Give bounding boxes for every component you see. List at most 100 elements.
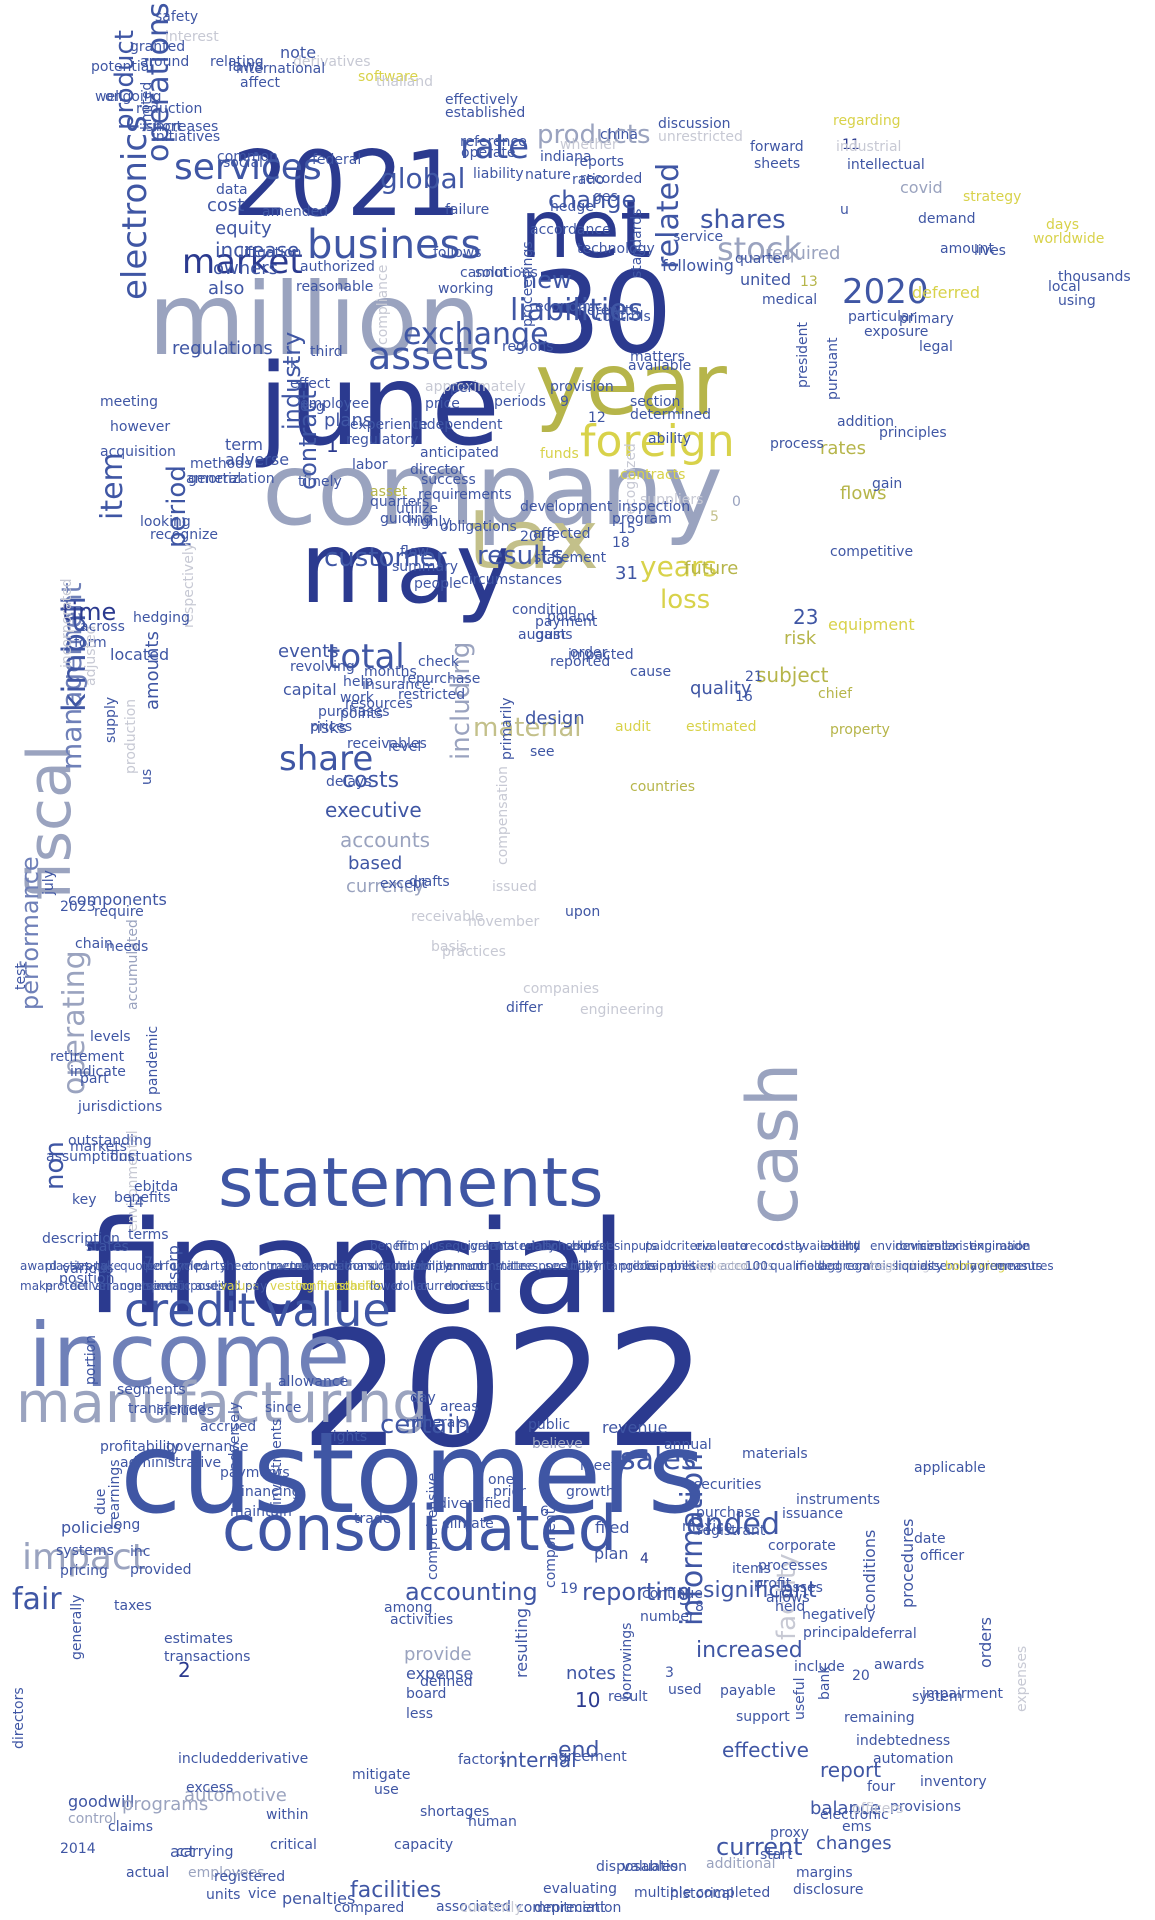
word-requirements: requirements <box>418 487 512 503</box>
word-mitigate: mitigate <box>352 1767 411 1783</box>
word-2021: 2021 <box>232 132 462 237</box>
word-company: company <box>262 431 723 548</box>
word-increased: increased <box>696 1638 803 1663</box>
word-data: data <box>216 182 248 198</box>
word-facilities: facilities <box>350 1878 442 1903</box>
word-equity: equity <box>215 218 272 239</box>
word-significant: significant <box>703 1578 817 1603</box>
word-notes: notes <box>566 1663 616 1684</box>
word-currencies: currencies <box>420 1279 483 1293</box>
word-relating: relating <box>210 54 264 70</box>
word-associated: associated <box>436 1899 511 1915</box>
word-states: states <box>86 1239 129 1255</box>
word-executive: executive <box>325 798 422 822</box>
word-development: development <box>520 499 613 515</box>
word-responsibility: responsibility <box>520 1259 600 1273</box>
word-regarding: regarding <box>833 113 901 129</box>
word-financing: financing <box>236 1484 301 1500</box>
word-trade: trade <box>354 1511 392 1527</box>
word-mexico: mexico <box>682 1519 733 1535</box>
word-primarily: primarily <box>499 697 515 760</box>
word-provisions: provisions <box>890 1799 961 1815</box>
word-take: take <box>95 1259 121 1273</box>
word-months: months <box>364 664 417 680</box>
word-sales: sales <box>620 1442 697 1477</box>
word-issuance: issuance <box>782 1506 844 1522</box>
word-excess: excess <box>186 1780 234 1796</box>
word-across: across <box>80 619 125 635</box>
word-following: following <box>662 256 734 275</box>
word-amounts: amounts <box>142 631 163 710</box>
word-adversely: adversely <box>227 1401 243 1470</box>
word-competitive: competitive <box>830 544 914 560</box>
word-price: price <box>425 396 460 412</box>
word-meeting: meeting <box>100 394 159 410</box>
word-climate: climate <box>442 1516 494 1532</box>
word-accounts: accounts <box>720 1259 775 1273</box>
word-covid: covid <box>900 178 943 197</box>
word-manufacture: manufacture <box>345 1259 422 1273</box>
word-program: program <box>612 511 672 527</box>
word-future: future <box>684 558 739 579</box>
word-arrangements: arrangements <box>95 1279 180 1293</box>
word-approximately: approximately <box>425 379 526 395</box>
word-programs: programs <box>122 1794 209 1815</box>
word-differ: differ <box>506 1000 543 1016</box>
word-meet: meet <box>580 1458 617 1474</box>
word-practices: practices <box>442 944 506 960</box>
word-defined: defined <box>420 1674 473 1690</box>
word-authorized: authorized <box>300 259 375 275</box>
word-thousands: thousands <box>1058 269 1131 285</box>
word-deferral: deferral <box>862 1626 917 1642</box>
word-use: use <box>374 1782 399 1798</box>
word-independent: independent <box>414 417 503 433</box>
word-fluctuations: fluctuations <box>110 1149 193 1165</box>
word-agreement: agreement <box>550 1749 627 1765</box>
word-contractual: contractual <box>245 1259 314 1273</box>
word-criteria: criteria <box>670 1239 713 1253</box>
word-employees: employees <box>188 1865 265 1881</box>
word-industrial: industrial <box>836 139 902 155</box>
word-material: material <box>473 713 582 743</box>
word-part: part <box>80 1071 109 1087</box>
word-pay: pay <box>245 1279 268 1293</box>
word-ltd: ltd <box>845 1239 861 1253</box>
word-increase: increase <box>215 238 300 262</box>
word-except: except <box>380 876 428 892</box>
word-rates: rates <box>820 438 866 459</box>
word-gains: gains <box>535 627 573 643</box>
word-sheets: sheets <box>754 156 801 172</box>
word-director: director <box>410 462 465 478</box>
word-circumstances: circumstances <box>461 572 563 588</box>
word-indiana: indiana <box>540 149 592 165</box>
word-audited: audited <box>195 1279 241 1293</box>
word-reports: reports <box>574 154 625 170</box>
word-profitability: profitability <box>100 1439 181 1455</box>
word-due: due <box>93 1488 109 1515</box>
word-factors: factors <box>458 1752 507 1768</box>
word-cost: cost <box>207 195 245 216</box>
word-labor: labor <box>352 457 388 473</box>
word-asset: asset <box>370 484 408 500</box>
word-7: 7 <box>144 1255 153 1271</box>
word-outstanding: outstanding <box>68 1133 152 1149</box>
word-aggregate: aggregate <box>820 1259 882 1273</box>
word-benefits: benefits <box>114 1190 171 1206</box>
word-penalties: penalties <box>282 1889 356 1908</box>
word-interest: interest <box>165 29 219 45</box>
word-events: events <box>278 641 339 662</box>
word-market: market <box>182 242 303 282</box>
word-party: party <box>195 1259 227 1273</box>
word-hedge: hedge <box>550 199 594 215</box>
word-solutions: solutions <box>475 265 538 281</box>
word-carrying: carrying <box>176 1844 234 1860</box>
word-committee: committee <box>470 1259 535 1273</box>
word-costly: costly <box>770 1239 806 1253</box>
word-july: july <box>41 870 57 895</box>
word-work: work <box>340 690 374 706</box>
word-third: third <box>310 344 343 360</box>
word-annum: annum <box>445 1259 487 1273</box>
word-incorporated: incorporated <box>59 578 75 668</box>
word-shares: shares <box>700 205 786 235</box>
word-global: global <box>380 162 466 195</box>
